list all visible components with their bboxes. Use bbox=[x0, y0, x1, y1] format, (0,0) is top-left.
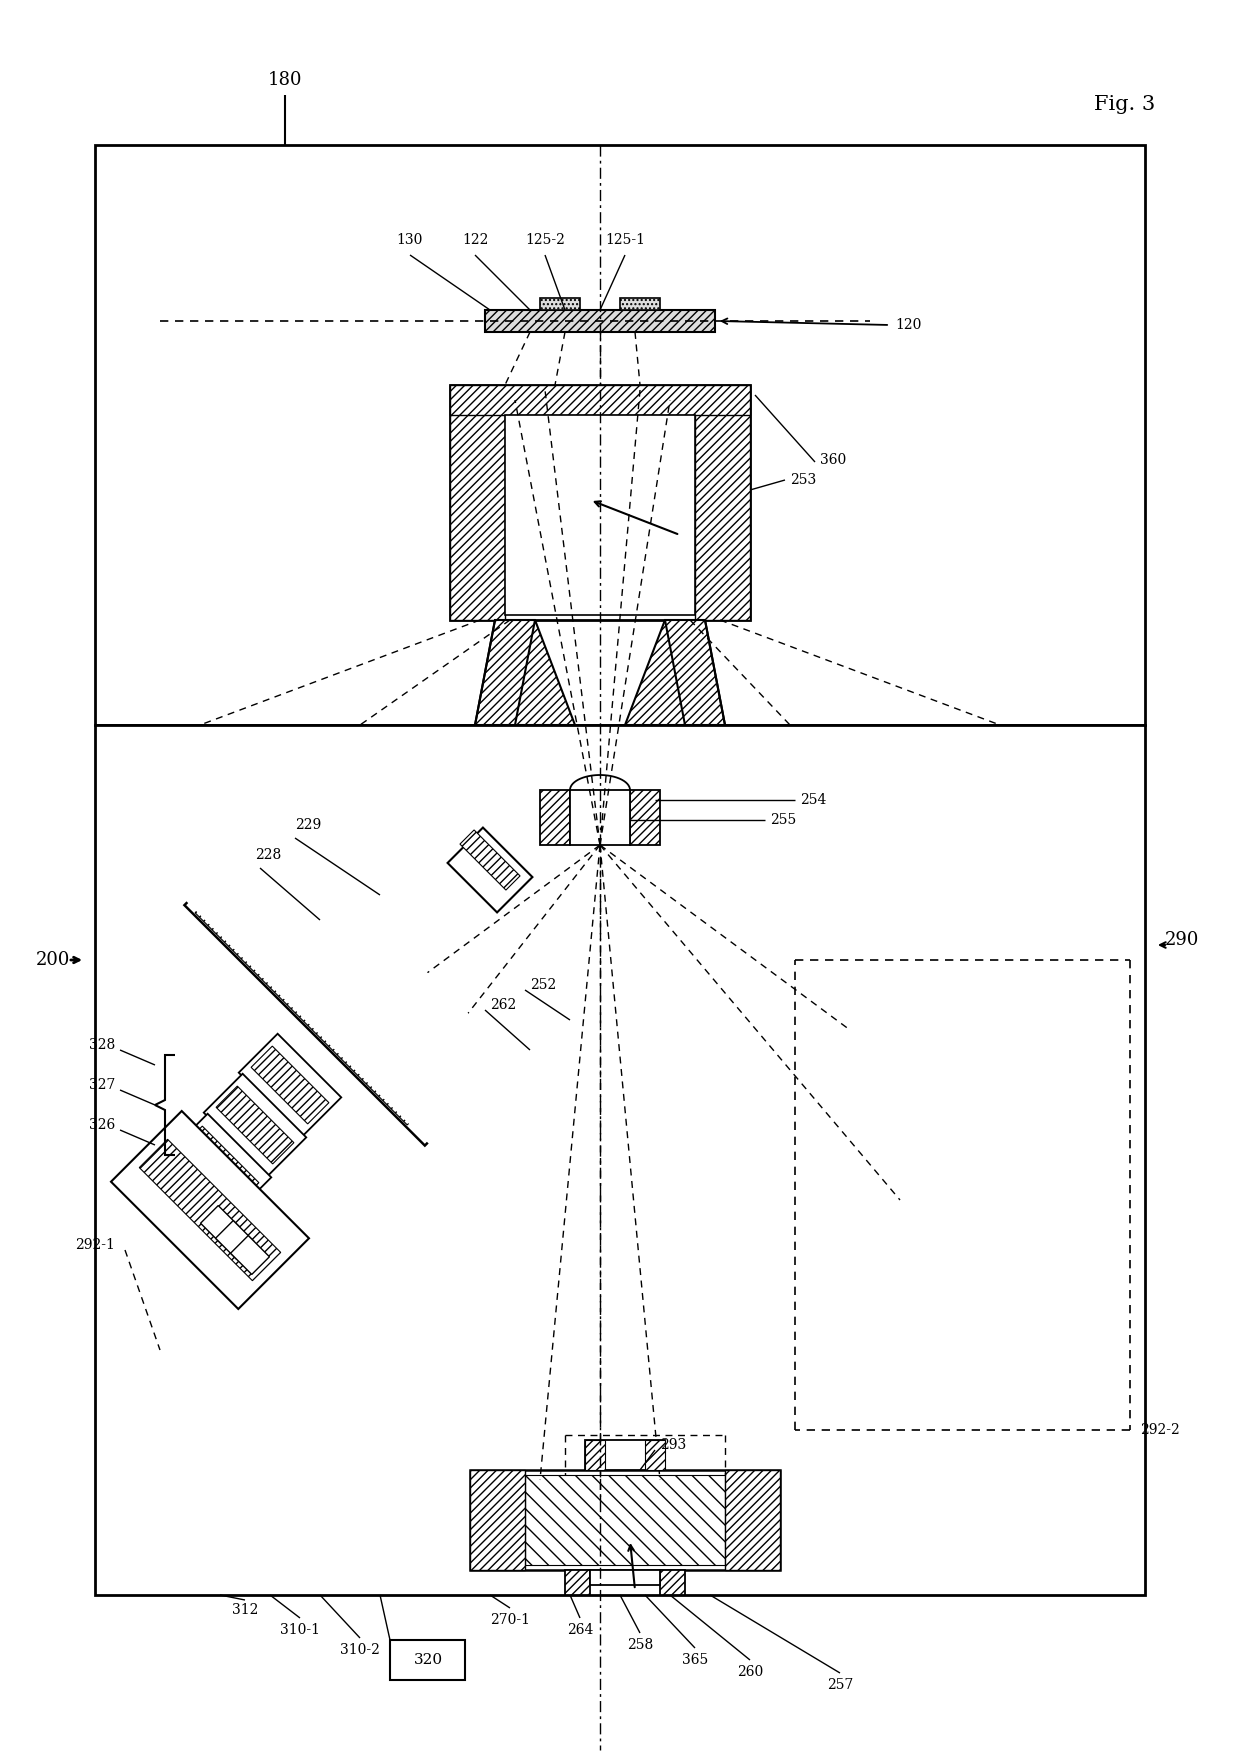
Polygon shape bbox=[112, 1110, 309, 1310]
Text: 326: 326 bbox=[89, 1117, 115, 1131]
Polygon shape bbox=[645, 1439, 665, 1471]
Polygon shape bbox=[216, 1086, 294, 1164]
Polygon shape bbox=[231, 1236, 269, 1275]
Text: 312: 312 bbox=[232, 1602, 258, 1616]
Text: 228: 228 bbox=[255, 847, 281, 861]
Polygon shape bbox=[95, 145, 1145, 725]
Text: 310-2: 310-2 bbox=[340, 1642, 379, 1656]
Polygon shape bbox=[216, 867, 464, 1114]
Text: 130: 130 bbox=[397, 233, 423, 247]
Text: 200: 200 bbox=[36, 951, 69, 968]
Polygon shape bbox=[539, 298, 580, 310]
Polygon shape bbox=[252, 1045, 329, 1124]
Text: 253: 253 bbox=[790, 473, 816, 487]
Polygon shape bbox=[460, 830, 520, 890]
Text: 360: 360 bbox=[820, 454, 846, 468]
Text: 229: 229 bbox=[295, 818, 321, 832]
Polygon shape bbox=[660, 1571, 684, 1595]
Text: 125-2: 125-2 bbox=[525, 233, 565, 247]
Polygon shape bbox=[539, 790, 570, 846]
Text: 258: 258 bbox=[627, 1637, 653, 1651]
Text: 264: 264 bbox=[567, 1623, 593, 1637]
Text: 292-1: 292-1 bbox=[76, 1238, 115, 1252]
Polygon shape bbox=[201, 1205, 239, 1245]
Text: 260: 260 bbox=[737, 1665, 763, 1679]
Text: 293: 293 bbox=[660, 1438, 686, 1452]
Text: 257: 257 bbox=[827, 1677, 853, 1691]
Text: 122: 122 bbox=[461, 233, 489, 247]
Text: 320: 320 bbox=[413, 1653, 443, 1667]
Polygon shape bbox=[203, 1073, 306, 1177]
Polygon shape bbox=[565, 1571, 590, 1595]
Polygon shape bbox=[570, 790, 630, 846]
Text: 327: 327 bbox=[88, 1079, 115, 1093]
Polygon shape bbox=[525, 1474, 725, 1565]
Polygon shape bbox=[185, 835, 496, 1145]
Polygon shape bbox=[239, 1033, 341, 1136]
Polygon shape bbox=[450, 385, 750, 620]
Polygon shape bbox=[470, 1471, 525, 1571]
Text: 328: 328 bbox=[89, 1038, 115, 1052]
Polygon shape bbox=[139, 1140, 280, 1280]
Polygon shape bbox=[590, 1571, 660, 1585]
Text: 270-1: 270-1 bbox=[490, 1613, 529, 1627]
Text: 120: 120 bbox=[895, 319, 921, 333]
Text: 365: 365 bbox=[682, 1653, 708, 1667]
Polygon shape bbox=[195, 895, 425, 1124]
Text: 180: 180 bbox=[268, 72, 303, 89]
Polygon shape bbox=[181, 1126, 259, 1205]
Polygon shape bbox=[475, 620, 575, 725]
Polygon shape bbox=[180, 811, 520, 1150]
Polygon shape bbox=[95, 725, 1145, 1595]
Text: 255: 255 bbox=[770, 812, 796, 826]
Polygon shape bbox=[470, 1471, 780, 1571]
Text: 252: 252 bbox=[529, 979, 557, 993]
Polygon shape bbox=[450, 385, 505, 620]
Polygon shape bbox=[585, 1439, 665, 1471]
Polygon shape bbox=[485, 310, 715, 333]
Polygon shape bbox=[585, 1439, 605, 1471]
Polygon shape bbox=[391, 1641, 465, 1679]
Polygon shape bbox=[505, 415, 694, 615]
Polygon shape bbox=[694, 385, 750, 620]
Polygon shape bbox=[725, 1471, 780, 1571]
Polygon shape bbox=[216, 1220, 254, 1259]
Polygon shape bbox=[169, 1114, 272, 1217]
Text: 262: 262 bbox=[490, 998, 516, 1012]
Polygon shape bbox=[625, 620, 725, 725]
Text: 292-2: 292-2 bbox=[1140, 1424, 1179, 1438]
Text: 125-1: 125-1 bbox=[605, 233, 645, 247]
Text: 310-1: 310-1 bbox=[280, 1623, 320, 1637]
Text: Fig. 3: Fig. 3 bbox=[1094, 96, 1154, 114]
Polygon shape bbox=[630, 790, 660, 846]
Polygon shape bbox=[450, 385, 750, 415]
Text: 290: 290 bbox=[1166, 932, 1199, 949]
Text: 254: 254 bbox=[800, 793, 826, 807]
Polygon shape bbox=[448, 828, 532, 912]
Polygon shape bbox=[620, 298, 660, 310]
